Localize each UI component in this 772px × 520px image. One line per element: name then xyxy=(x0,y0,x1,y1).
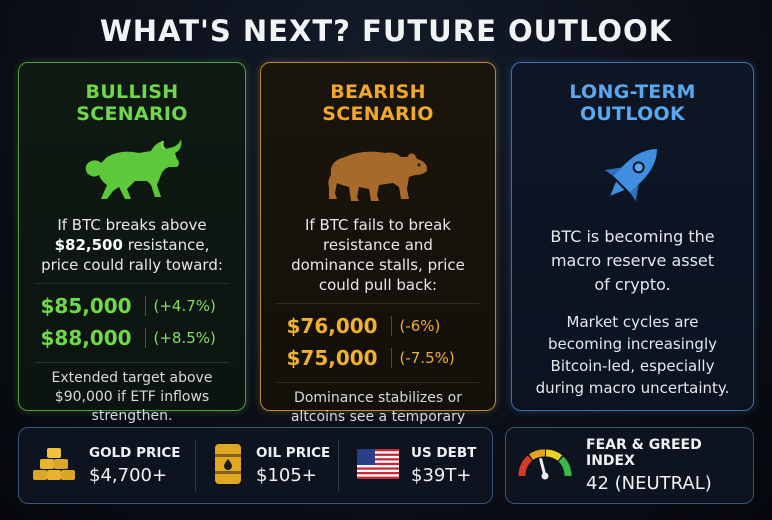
bearish-description: If BTC fails to break resistance and dom… xyxy=(291,216,465,294)
target-price: $76,000 xyxy=(286,314,378,338)
stat-label: OIL PRICE xyxy=(256,445,331,461)
bullish-scenario-card: BULLISH SCENARIO If BTC breaks above $82… xyxy=(18,62,246,424)
stat-oil: OIL PRICE $105+ xyxy=(196,428,338,503)
divider xyxy=(35,283,229,284)
divider xyxy=(277,382,479,383)
divider xyxy=(277,303,479,304)
stat-us-debt: US DEBT $39T+ xyxy=(339,428,489,503)
gold-bars-icon xyxy=(31,444,77,488)
fear-greed-panel: FEAR & GREED INDEX 42 (NEUTRAL) xyxy=(505,427,754,504)
stat-value: $39T+ xyxy=(411,465,472,486)
target-change: (+4.7%) xyxy=(153,297,216,315)
divider xyxy=(35,362,229,363)
rocket-icon xyxy=(524,131,741,215)
stat-value: $105+ xyxy=(256,465,317,486)
stat-gold: GOLD PRICE $4,700+ xyxy=(19,428,195,503)
long-term-outlook-card: LONG-TERM OUTLOOK BTC is becoming the ma… xyxy=(511,62,754,411)
target-change: (-6%) xyxy=(399,317,441,335)
gauge-icon xyxy=(516,444,574,488)
bull-icon xyxy=(31,131,233,209)
bullish-title: BULLISH SCENARIO xyxy=(76,81,188,125)
fear-greed-label: FEAR & GREED INDEX xyxy=(586,437,702,469)
bullish-description: If BTC breaks above $82,500 resistance, … xyxy=(41,216,223,274)
us-flag-icon xyxy=(357,448,399,483)
price-target-row: $75,000 (-7.5%) xyxy=(273,342,483,374)
macro-stats-panel: GOLD PRICE $4,700+ OIL PRICE $105+ xyxy=(18,427,493,504)
bear-icon xyxy=(273,131,483,209)
price-target-row: $88,000 (+8.5%) xyxy=(31,322,233,354)
target-change: (-7.5%) xyxy=(399,349,455,367)
price-target-row: $76,000 (-6%) xyxy=(273,310,483,342)
page-title: WHAT'S NEXT? FUTURE OUTLOOK xyxy=(99,14,673,48)
stat-label: US DEBT xyxy=(411,445,477,461)
long-term-description: BTC is becoming the macro reserve asset … xyxy=(550,227,715,294)
bullish-footer: Extended target above $90,000 if ETF inf… xyxy=(51,370,213,424)
long-term-title: LONG-TERM OUTLOOK xyxy=(569,81,696,125)
stat-value: $4,700+ xyxy=(89,465,168,486)
long-term-description-2: Market cycles are becoming increasingly … xyxy=(535,313,730,397)
bearish-title: BEARISH SCENARIO xyxy=(322,81,434,125)
target-change: (+8.5%) xyxy=(153,329,216,347)
oil-barrel-icon xyxy=(212,442,244,490)
target-price: $85,000 xyxy=(40,294,132,318)
stat-label: GOLD PRICE xyxy=(89,445,181,461)
target-price: $88,000 xyxy=(40,326,132,350)
fear-greed-value: 42 (NEUTRAL) xyxy=(586,473,712,494)
price-target-row: $85,000 (+4.7%) xyxy=(31,290,233,322)
target-price: $75,000 xyxy=(286,346,378,370)
bearish-scenario-card: BEARISH SCENARIO If BTC fails to break r… xyxy=(260,62,496,444)
